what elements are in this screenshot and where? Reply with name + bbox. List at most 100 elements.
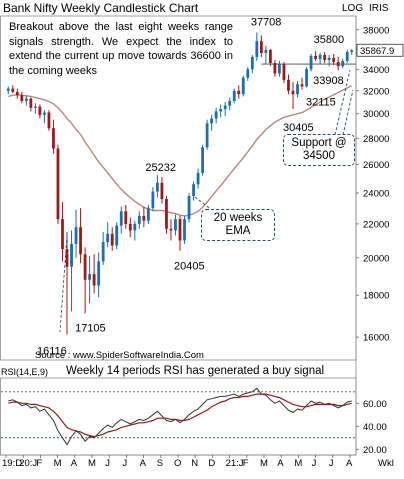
x-tick-label: S xyxy=(157,458,163,469)
candle xyxy=(165,195,168,234)
price-tick-label: 30000 xyxy=(363,109,389,120)
candle-body xyxy=(350,50,354,52)
candle xyxy=(259,35,263,57)
target-pointer xyxy=(342,89,354,136)
candle xyxy=(300,77,304,90)
candle-body xyxy=(259,41,263,53)
x-tick-label: D xyxy=(208,458,215,469)
candle xyxy=(345,49,349,64)
candle-body xyxy=(15,91,19,96)
candle-body xyxy=(92,274,96,286)
candle-body xyxy=(332,57,336,63)
candle xyxy=(137,211,141,229)
candle-body xyxy=(151,191,155,209)
candle xyxy=(332,53,336,66)
candle-body xyxy=(296,84,299,95)
candle xyxy=(83,247,87,314)
candle-body xyxy=(61,219,64,250)
candle-body xyxy=(133,223,137,231)
candle xyxy=(106,222,110,248)
price-label: 37708 xyxy=(251,16,282,28)
candle xyxy=(110,227,114,251)
source-label: Source : www.SpiderSoftwareIndia.Com xyxy=(35,350,204,361)
price-label: 25232 xyxy=(145,162,176,174)
candle xyxy=(133,220,137,241)
candle xyxy=(282,62,286,84)
candle-body xyxy=(52,128,55,149)
candle-body xyxy=(192,184,195,196)
candle-body xyxy=(246,69,250,78)
candle xyxy=(29,97,33,112)
candle-body xyxy=(183,219,186,241)
candle xyxy=(92,254,96,294)
price-tick-label: 20000 xyxy=(363,253,389,264)
candle xyxy=(33,103,37,114)
ema20-line xyxy=(8,85,353,217)
candle-body xyxy=(214,111,218,119)
commentary-text: Breakout above the last eight weeks rang… xyxy=(9,21,233,77)
price-tick-label: 32000 xyxy=(363,86,389,97)
candle xyxy=(43,110,46,124)
candle-body xyxy=(309,55,313,70)
candle-body xyxy=(79,227,82,255)
x-tick-label: 21:J xyxy=(226,458,244,469)
rsi-tick-label: 20.00 xyxy=(363,445,387,456)
rsi-signal-line xyxy=(8,393,352,438)
x-tick-label: J xyxy=(329,458,334,469)
last-price-label: 35867.9 xyxy=(360,46,394,57)
candle-body xyxy=(106,233,110,243)
candle-body xyxy=(241,77,245,95)
price-label: 33908 xyxy=(313,75,344,87)
x-tick-label: J xyxy=(122,458,127,469)
candle xyxy=(187,193,191,223)
candle xyxy=(278,61,281,77)
candle xyxy=(228,97,232,111)
x-tick-label: A xyxy=(71,458,78,469)
x-tick-label: A xyxy=(277,458,284,469)
candle xyxy=(79,208,82,264)
price-tick-label: 22000 xyxy=(363,219,389,230)
candle xyxy=(65,232,69,335)
ema-callout-line1: 20 weeks xyxy=(213,212,263,224)
candle xyxy=(101,232,105,265)
price-label: 30405 xyxy=(283,122,314,134)
x-tick-label: A xyxy=(346,458,353,469)
candle xyxy=(160,177,164,204)
candle xyxy=(11,85,15,94)
candle xyxy=(15,88,19,99)
price-tick-label: 26000 xyxy=(363,160,389,171)
candle-body xyxy=(142,215,146,221)
candle-body xyxy=(300,84,304,87)
candle-body xyxy=(228,100,232,106)
candle xyxy=(174,214,177,236)
x-tick-label: F xyxy=(243,458,249,469)
candle-body xyxy=(264,49,268,53)
price-tick-label: 16000 xyxy=(363,333,389,344)
last-price-box xyxy=(356,43,404,57)
candle xyxy=(237,85,241,99)
rsi-title: Weekly 14 periods RSI has generated a bu… xyxy=(66,365,325,377)
candle-body xyxy=(341,61,345,67)
rsi-tick-label: 60.00 xyxy=(363,399,387,410)
candle-body xyxy=(201,147,204,173)
candle xyxy=(61,202,64,262)
x-tick-label: N xyxy=(191,458,198,469)
log-scale-label: LOG xyxy=(342,3,364,14)
candle xyxy=(178,215,182,251)
last-price-tag xyxy=(356,43,404,57)
price-tick-label: 28000 xyxy=(363,134,389,145)
candle xyxy=(115,222,119,250)
candle-body xyxy=(137,215,141,224)
candle xyxy=(219,104,223,118)
rsi-panel-frame xyxy=(0,377,357,456)
candle xyxy=(314,50,317,62)
x-tick-label: 20:J xyxy=(19,458,37,469)
x-tick-label: A xyxy=(140,458,147,469)
candle xyxy=(255,32,259,62)
candle xyxy=(214,107,218,124)
chart-title: Bank Nifty Weekly Candlestick Chart xyxy=(3,1,199,15)
price-tick-label: 18000 xyxy=(363,291,389,302)
candle xyxy=(97,252,101,298)
candle-body xyxy=(83,254,87,280)
